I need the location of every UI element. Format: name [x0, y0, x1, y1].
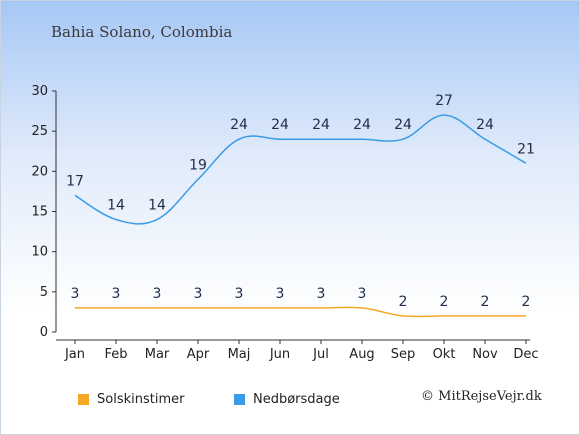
x-tick-label: Jan: [64, 347, 85, 362]
data-label-rain: 27: [435, 93, 453, 109]
x-tick-label: Maj: [228, 347, 251, 362]
data-label-sunshine: 3: [317, 286, 326, 302]
data-label-sunshine: 2: [399, 294, 408, 310]
y-tick-label: 0: [40, 325, 48, 340]
data-label-rain: 14: [148, 198, 166, 214]
data-label-sunshine: 3: [235, 286, 244, 302]
series-lines: [74, 114, 527, 318]
copyright-text: © MitRejseVejr.dk: [421, 389, 542, 404]
data-label-rain: 24: [394, 117, 412, 133]
data-label-rain: 17: [66, 173, 84, 189]
data-label-rain: 24: [312, 117, 330, 133]
x-tick-label: Mar: [145, 347, 170, 362]
data-label-sunshine: 3: [194, 286, 203, 302]
data-label-sunshine: 2: [522, 294, 531, 310]
legend-label-rain: Nedbørsdage: [253, 391, 340, 407]
data-label-sunshine: 3: [71, 286, 80, 302]
x-tick-label: Feb: [104, 347, 127, 362]
x-tick-label: Dec: [513, 347, 538, 362]
data-label-rain: 24: [271, 117, 289, 133]
y-tick-label: 25: [31, 124, 48, 139]
data-label-sunshine: 2: [481, 294, 490, 310]
y-tick-label: 30: [31, 84, 48, 99]
data-label-rain: 21: [517, 141, 535, 157]
legend-item-sunshine: Solskinstimer: [78, 390, 184, 408]
data-label-sunshine: 3: [358, 286, 367, 302]
data-label-sunshine: 2: [440, 294, 449, 310]
series-line-sunshine: [74, 306, 526, 318]
y-tick-label: 15: [31, 205, 48, 220]
data-label-rain: 24: [230, 117, 248, 133]
legend-swatch-rain: [234, 393, 245, 405]
data-label-rain: 24: [476, 117, 494, 133]
series-line-rain: [74, 114, 527, 225]
data-label-rain: 19: [189, 157, 207, 173]
data-label-sunshine: 3: [276, 286, 285, 302]
x-tick-label: Aug: [349, 347, 374, 362]
x-tick-label: Apr: [187, 347, 210, 362]
chart-axes: 0 5 10 15 20 25 30 Jan Feb Mar Apr Maj Jun Jul Aug Sep O…: [31, 84, 538, 362]
y-tick-label: 5: [40, 285, 48, 300]
x-tick-label: Okt: [433, 347, 456, 362]
data-label-sunshine: 3: [153, 286, 162, 302]
x-tick-label: Jul: [312, 347, 329, 362]
legend-item-rain: Nedbørsdage: [234, 390, 340, 408]
data-label-rain: 14: [107, 198, 125, 214]
legend-swatch-sunshine: [78, 393, 89, 405]
x-tick-label: Nov: [472, 347, 498, 362]
value-labels: 3 3 3 3 3 3 3 3 2 2 2 2 17 14 14 19 24 24 24 24 24 27 24 21: [66, 93, 535, 310]
y-tick-label: 10: [31, 245, 48, 260]
data-label-rain: 24: [353, 117, 371, 133]
legend-label-sunshine: Solskinstimer: [97, 391, 185, 407]
x-tick-label: Sep: [391, 347, 416, 362]
data-label-sunshine: 3: [112, 286, 121, 302]
y-tick-label: 20: [31, 164, 48, 179]
chart-title: Bahia Solano, Colombia: [51, 23, 233, 41]
x-tick-label: Jun: [269, 347, 290, 362]
